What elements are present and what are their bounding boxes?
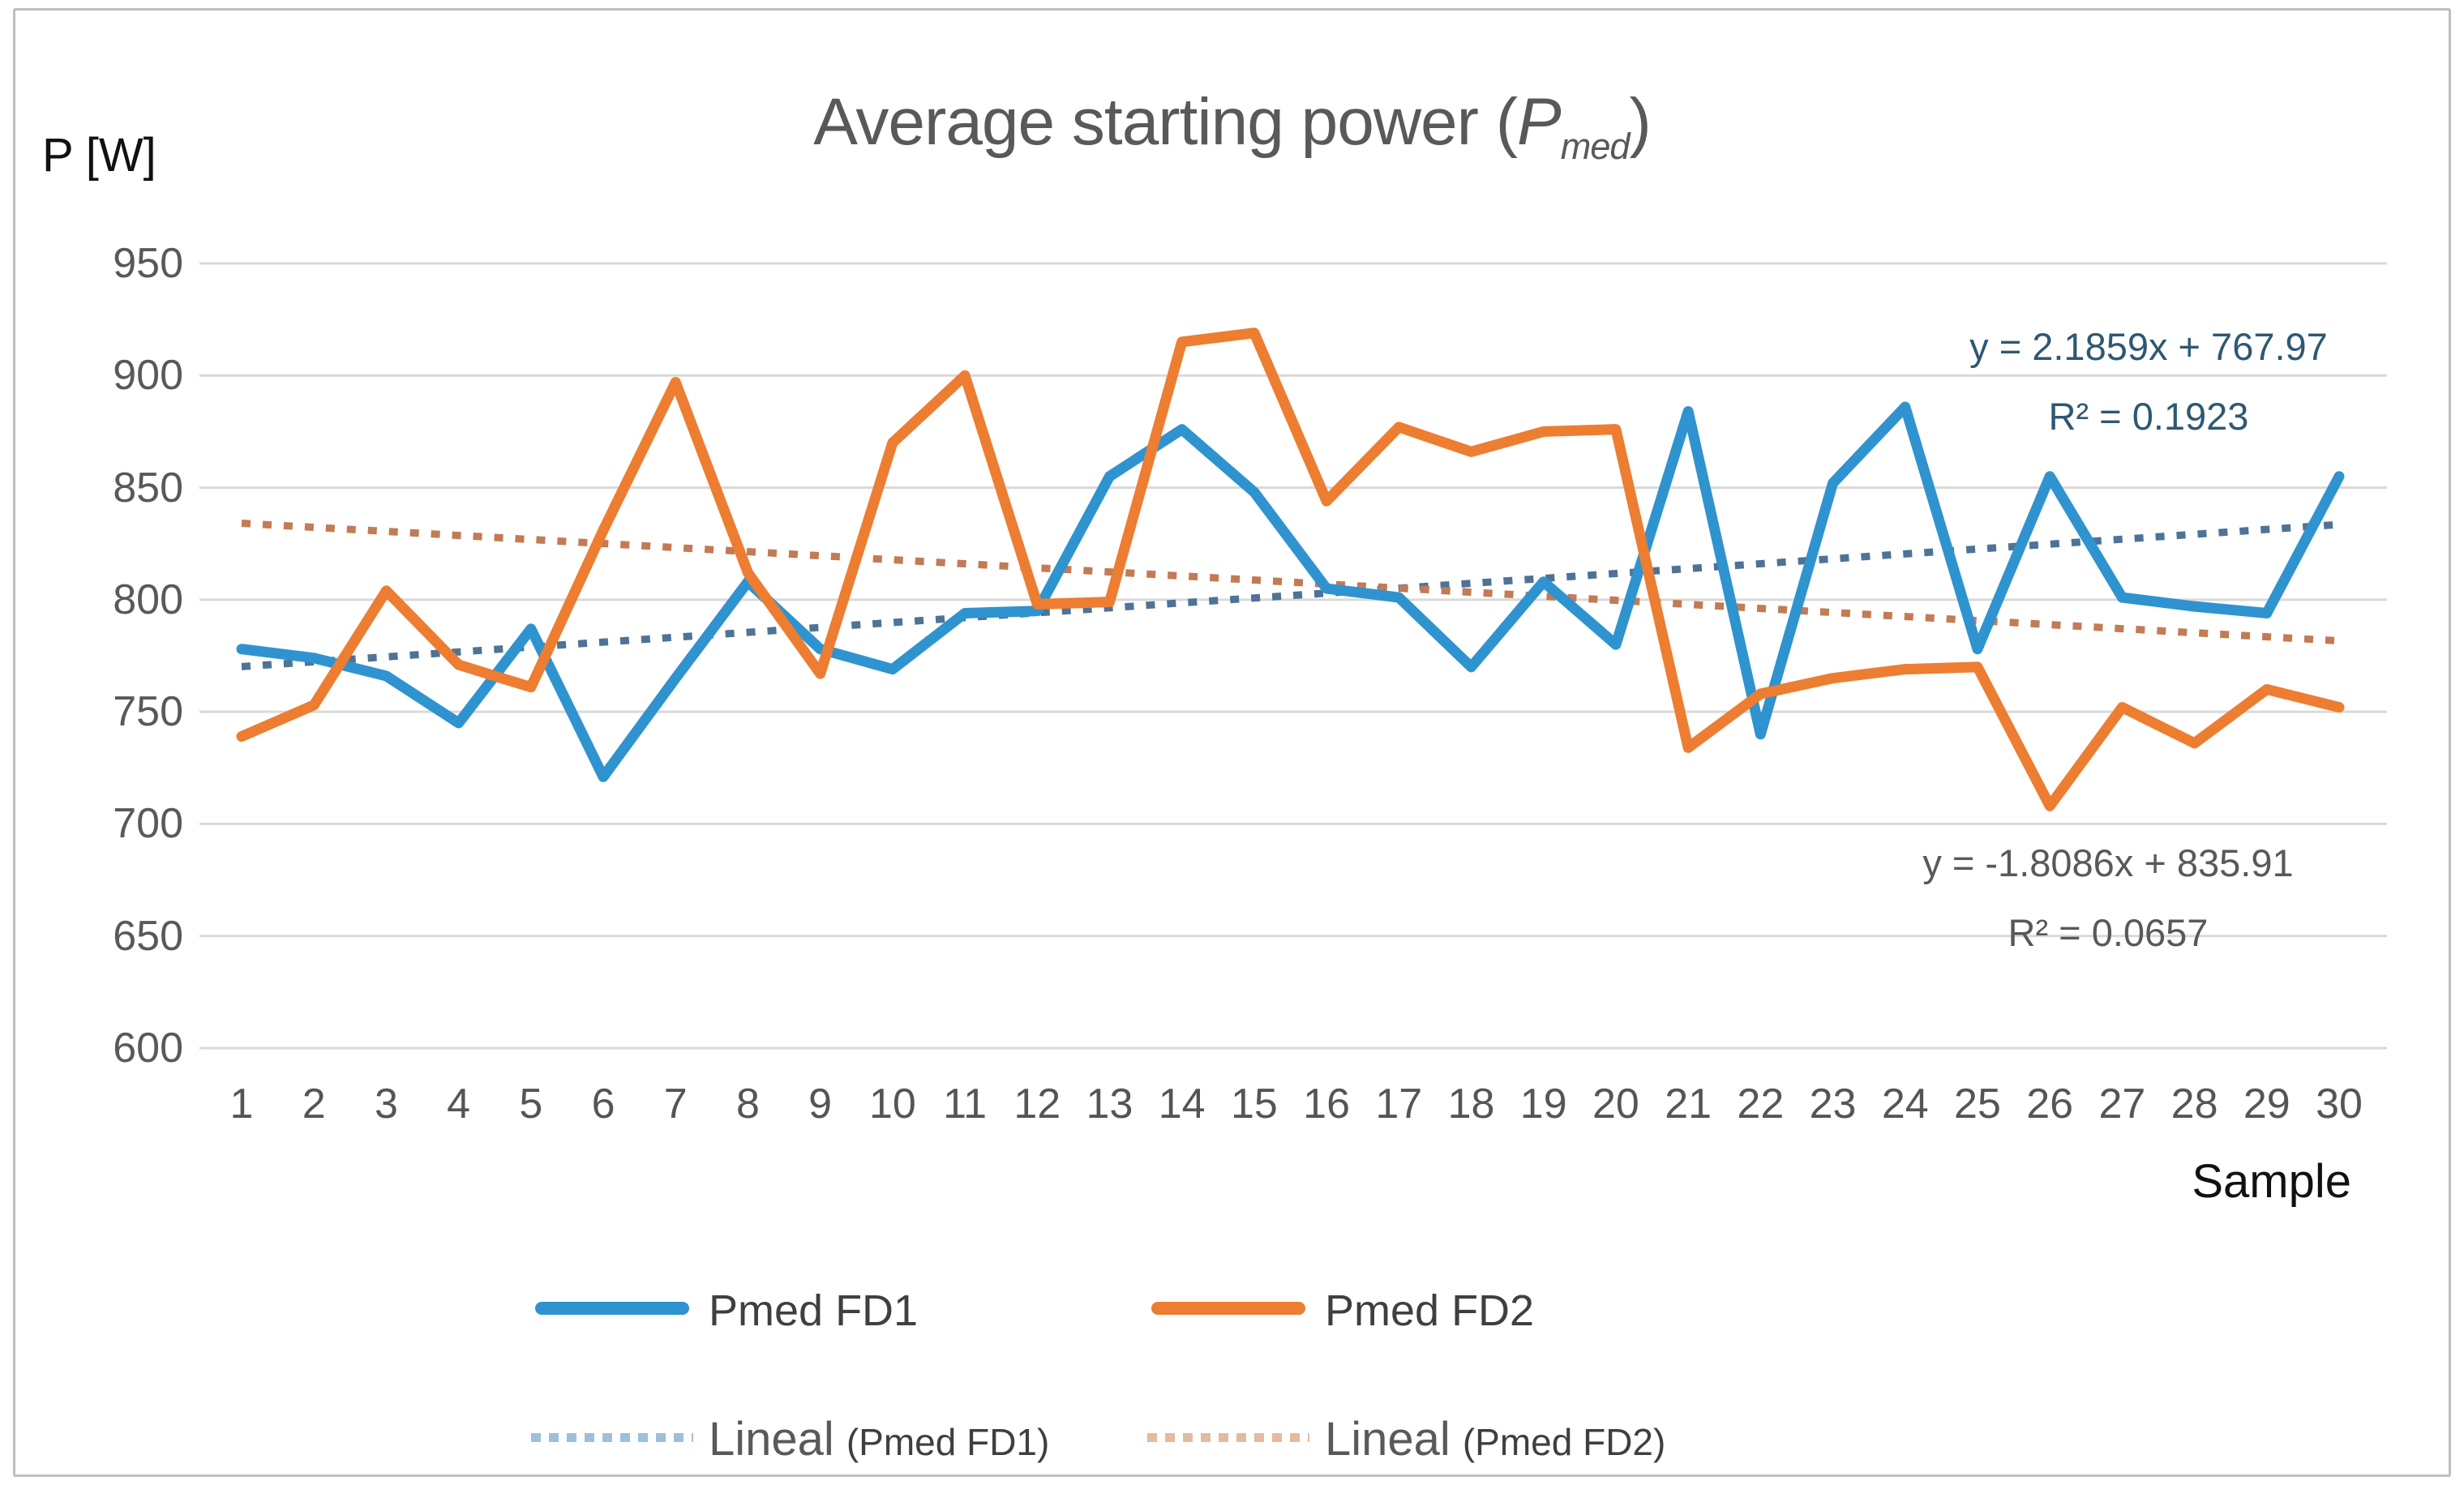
chart-border-frame: [13, 8, 2451, 1477]
x-tick-27: 27: [2098, 1081, 2146, 1128]
x-tick-13: 13: [1086, 1081, 1133, 1128]
x-tick-14: 14: [1158, 1081, 1206, 1128]
equation-fd2-r2: R² = 0.0657: [2008, 911, 2209, 954]
x-tick-28: 28: [2170, 1081, 2218, 1128]
x-tick-2: 2: [302, 1081, 326, 1128]
x-tick-16: 16: [1303, 1081, 1351, 1128]
y-tick-600: 600: [113, 1025, 183, 1072]
x-tick-12: 12: [1013, 1081, 1061, 1128]
equation-fd1-r2: R² = 0.1923: [2048, 395, 2249, 438]
x-tick-5: 5: [519, 1081, 543, 1128]
series-line-Pmed FD1: [236, 401, 2345, 782]
y-tick-650: 650: [113, 912, 183, 960]
y-tick-700: 700: [113, 800, 183, 848]
equation-fd2-formula: y = -1.8086x + 835.91: [1922, 841, 2294, 884]
y-axis-unit-label: P [W]: [42, 129, 156, 182]
x-tick-23: 23: [1809, 1081, 1857, 1128]
chart-title: Average starting power (Pmed): [813, 85, 1652, 167]
legend-swatch-lineal-fd1: [531, 1433, 693, 1442]
x-tick-19: 19: [1519, 1081, 1567, 1128]
x-tick-3: 3: [374, 1081, 398, 1128]
legend-swatch-lineal-fd2: [1147, 1433, 1309, 1442]
x-tick-7: 7: [663, 1081, 688, 1128]
x-tick-17: 17: [1375, 1081, 1423, 1128]
x-tick-29: 29: [2243, 1081, 2290, 1128]
trendline-equation-fd1: y = 2.1859x + 767.97 R² = 0.1923: [1857, 312, 2440, 451]
title-p-symbol: P: [1517, 85, 1562, 159]
legend-label-lineal-fd1: Lineal (Pmed FD1): [709, 1413, 1050, 1466]
x-tick-4: 4: [447, 1081, 471, 1128]
x-tick-15: 15: [1230, 1081, 1278, 1128]
x-tick-10: 10: [868, 1081, 916, 1128]
y-tick-950: 950: [113, 240, 183, 287]
x-tick-20: 20: [1592, 1081, 1639, 1128]
legend-label-pmed-fd2: Pmed FD2: [1325, 1286, 1535, 1335]
y-tick-800: 800: [113, 576, 183, 623]
legend-swatch-pmed-fd2: [1151, 1302, 1305, 1315]
trendline-Lineal (Pmed FD1): [241, 520, 2340, 670]
series-line-Pmed FD2: [236, 327, 2345, 811]
x-tick-24: 24: [1881, 1081, 1929, 1128]
legend-label-lineal-fd2: Lineal (Pmed FD2): [1325, 1413, 1666, 1466]
legend-label-pmed-fd1: Pmed FD1: [709, 1286, 919, 1335]
x-tick-8: 8: [735, 1081, 760, 1128]
y-tick-850: 850: [113, 464, 183, 511]
y-tick-750: 750: [113, 688, 183, 736]
x-tick-22: 22: [1737, 1081, 1785, 1128]
x-tick-21: 21: [1665, 1081, 1712, 1128]
x-tick-9: 9: [808, 1081, 833, 1128]
x-axis-title: Sample: [2192, 1155, 2351, 1208]
legend-swatch-pmed-fd1: [535, 1302, 689, 1315]
trendline-equation-fd2: y = -1.8086x + 835.91 R² = 0.0657: [1816, 828, 2400, 968]
equation-fd1-formula: y = 2.1859x + 767.97: [1969, 325, 2328, 368]
x-tick-25: 25: [1954, 1081, 2001, 1128]
title-subscript: med: [1560, 126, 1631, 167]
x-tick-11: 11: [943, 1081, 988, 1128]
x-tick-30: 30: [2316, 1081, 2363, 1128]
x-tick-18: 18: [1447, 1081, 1495, 1128]
x-tick-26: 26: [2026, 1081, 2074, 1128]
y-tick-900: 900: [113, 352, 183, 400]
x-tick-1: 1: [229, 1081, 254, 1128]
x-tick-6: 6: [591, 1081, 615, 1128]
